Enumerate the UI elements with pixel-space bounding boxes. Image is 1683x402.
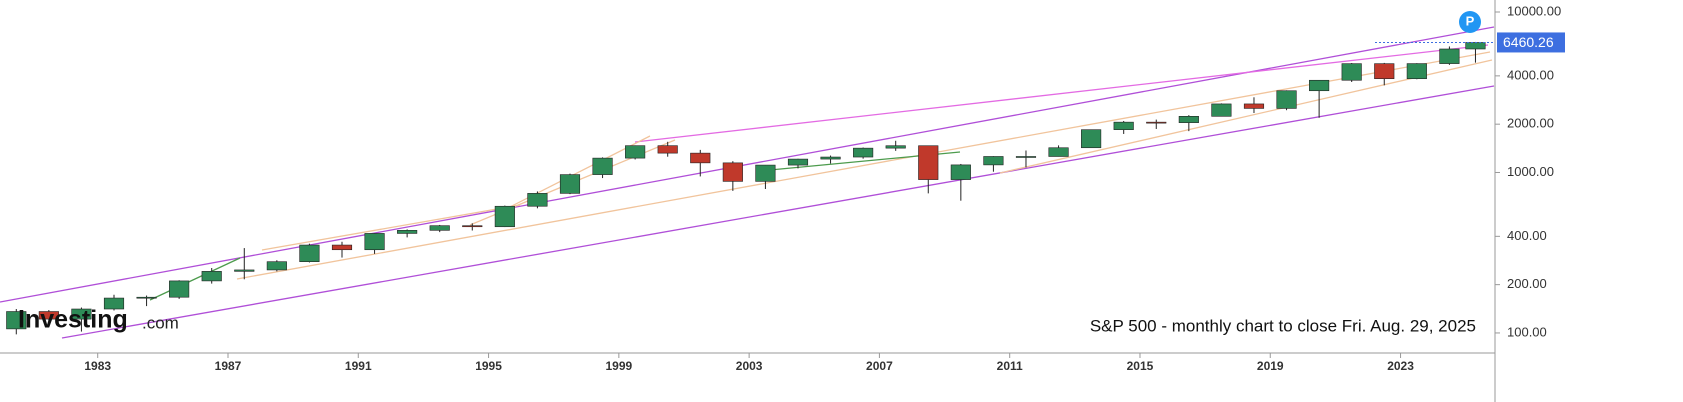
candle-body	[527, 193, 548, 207]
candle-body	[559, 174, 581, 194]
candle-body	[983, 156, 1004, 166]
trend-lines	[0, 26, 1495, 339]
candle-body	[1081, 129, 1102, 149]
candle-body	[755, 164, 776, 182]
last-value-box	[1497, 32, 1565, 53]
candle-body	[918, 145, 939, 180]
candle-body	[592, 157, 613, 175]
candle-body	[1309, 79, 1330, 92]
trend-line	[61, 85, 1495, 339]
trend-line	[149, 257, 241, 301]
trend-line	[499, 135, 651, 213]
trend-line	[236, 51, 1491, 280]
candle-body	[494, 205, 515, 228]
candle-body	[6, 311, 27, 330]
candle-body	[885, 145, 906, 149]
logo: Investing	[18, 306, 128, 334]
x-tick-label: 1983	[84, 359, 111, 373]
candle-body	[71, 308, 92, 320]
candle-body	[299, 244, 320, 262]
candle-body	[1341, 63, 1362, 81]
candle-body	[169, 280, 190, 298]
plot-area	[6, 41, 1486, 335]
x-tick-label: 1987	[215, 359, 242, 373]
candle-body	[1406, 63, 1427, 80]
candle-body	[136, 296, 157, 299]
candle-body	[1211, 103, 1232, 117]
y-tick-label: 100.00	[1507, 324, 1547, 339]
candle-body	[625, 145, 646, 159]
y-tick-label: 1000.00	[1507, 164, 1554, 179]
candle-body	[722, 162, 743, 182]
y-tick-label: 10000.00	[1507, 3, 1561, 18]
x-tick-label: 2023	[1387, 359, 1414, 373]
candle-body	[1374, 63, 1395, 80]
y-tick-label: 200.00	[1507, 276, 1547, 291]
candle-body	[234, 269, 255, 272]
candle-body	[1048, 147, 1069, 157]
trend-line	[261, 204, 521, 251]
candle-body	[1146, 121, 1167, 124]
x-tick-label: 2015	[1127, 359, 1154, 373]
x-tick-label: 1995	[475, 359, 502, 373]
candle-body	[820, 156, 841, 160]
x-tick-label: 1991	[345, 359, 372, 373]
candle-body	[103, 297, 125, 310]
logo-suffix: .com	[142, 313, 179, 332]
x-tick-label: 2019	[1257, 359, 1284, 373]
marker-bubble	[1459, 11, 1481, 33]
x-tick-label: 2003	[736, 359, 763, 373]
candle-body	[1465, 42, 1486, 50]
candle-body	[331, 244, 353, 251]
candle-body	[690, 152, 711, 164]
candle-body	[1243, 103, 1265, 109]
candle-body	[853, 147, 874, 158]
candle-body	[429, 225, 450, 231]
candle-body	[1439, 48, 1460, 64]
candle-body	[1015, 156, 1037, 158]
trend-line	[634, 44, 1489, 143]
last-value-label: 6460.26	[1503, 34, 1554, 50]
candle-body	[950, 164, 971, 180]
x-tick-label: 2011	[997, 359, 1023, 373]
candle-body	[462, 225, 483, 228]
y-tick-label: 2000.00	[1507, 116, 1554, 131]
candle-body	[1276, 90, 1297, 109]
candle-body	[38, 311, 59, 320]
candle-body	[657, 145, 678, 154]
y-tick-label: 4000.00	[1507, 67, 1554, 82]
candle-body	[397, 230, 418, 234]
candle-body	[201, 271, 222, 282]
candle-body	[787, 158, 809, 166]
x-tick-label: 1999	[605, 359, 632, 373]
candle-body	[364, 233, 385, 251]
x-tick-label: 2007	[866, 359, 893, 373]
annotation: S&P 500 - monthly chart to close Fri. Au…	[1090, 316, 1476, 335]
candle-body	[266, 261, 287, 271]
marker-label: P	[1466, 13, 1475, 28]
y-tick-label: 400.00	[1507, 228, 1547, 243]
candle-body	[1178, 116, 1199, 123]
candle-body	[1113, 121, 1134, 130]
